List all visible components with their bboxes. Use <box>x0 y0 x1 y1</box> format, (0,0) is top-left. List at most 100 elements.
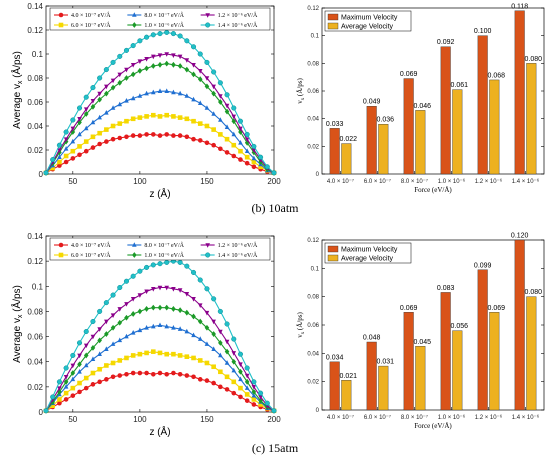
x-tick-label: 1.4 × 10⁻⁶ <box>512 178 540 185</box>
data-label-s0-5: 0.118 <box>511 3 528 10</box>
data-point-s0-11 <box>117 135 123 141</box>
bar-s1-1 <box>378 365 389 411</box>
data-point-s1-16 <box>150 112 156 118</box>
legend-entry-1: 6.0 × 10⁻⁷ eV/Å <box>71 21 111 29</box>
legend-entry-1: Average Velocity <box>341 256 394 263</box>
x-tick-label: 50 <box>68 177 77 186</box>
data-point-s4-3 <box>63 375 69 380</box>
data-point-s2-29 <box>238 140 243 145</box>
data-point-s5-21 <box>184 38 190 44</box>
data-point-s1-8 <box>97 130 102 136</box>
legend-marker-3 <box>132 22 137 28</box>
legend-entry-5: 1.4 × 10⁻⁶ eV/Å <box>218 251 258 259</box>
data-point-s3-18 <box>164 304 170 311</box>
data-label-s1-2: 0.046 <box>414 103 432 110</box>
data-point-s0-18 <box>164 132 170 137</box>
data-point-s1-23 <box>197 121 203 126</box>
data-point-s2-7 <box>90 119 96 125</box>
data-point-s5-24 <box>204 286 210 292</box>
y-tick-label: 0.06 <box>307 89 319 95</box>
y-tick-label: 0 <box>39 170 44 179</box>
data-point-s2-8 <box>97 114 102 120</box>
data-point-s2-21 <box>184 93 190 98</box>
data-point-s3-20 <box>177 63 183 69</box>
data-point-s4-24 <box>204 76 210 81</box>
data-point-s3-20 <box>177 307 183 314</box>
data-point-s3-8 <box>97 337 102 344</box>
data-point-s3-11 <box>117 79 123 86</box>
data-point-s3-23 <box>197 76 203 83</box>
data-point-s1-17 <box>157 114 163 119</box>
data-point-s0-13 <box>130 133 136 138</box>
legend-marker-0 <box>58 12 64 18</box>
legend-swatch-1 <box>327 254 339 262</box>
x-axis-label: Force (eV/Å) <box>414 422 452 430</box>
y-tick-label: 0.02 <box>307 380 319 386</box>
y-axis-label: vx (Å/ps) <box>296 312 306 338</box>
data-point-s5-15 <box>144 34 150 40</box>
data-point-s0-21 <box>184 134 190 140</box>
data-point-s3-9 <box>104 331 109 337</box>
bar-s0-4 <box>477 35 488 175</box>
data-point-s4-7 <box>90 334 96 340</box>
data-point-s5-7 <box>90 85 96 91</box>
data-point-s1-20 <box>177 115 183 120</box>
data-point-s5-4 <box>70 352 76 358</box>
data-point-s5-22 <box>190 269 197 276</box>
data-label-s1-5: 0.080 <box>525 289 543 296</box>
data-point-s5-17 <box>157 31 163 37</box>
data-point-s5-29 <box>237 351 244 357</box>
data-point-s3-22 <box>191 313 196 320</box>
data-point-s4-19 <box>171 287 176 292</box>
data-label-s1-0: 0.022 <box>340 136 358 143</box>
data-point-s2-11 <box>117 337 123 343</box>
data-point-s1-1 <box>50 165 56 171</box>
data-point-s2-6 <box>83 362 89 368</box>
legend-entry-2: 8.0 × 10⁻⁷ eV/Å <box>144 241 184 249</box>
data-point-s0-13 <box>130 370 136 376</box>
data-point-s3-21 <box>184 309 190 316</box>
data-point-s5-18 <box>164 29 170 35</box>
data-point-s0-22 <box>191 374 196 380</box>
data-point-s3-27 <box>224 348 230 355</box>
data-point-s4-26 <box>218 94 223 99</box>
data-point-s5-14 <box>137 38 143 44</box>
data-point-s5-8 <box>97 308 103 314</box>
data-point-s3-5 <box>77 119 82 126</box>
x-tick-label: 6.0 × 10⁻⁷ <box>364 178 391 185</box>
bar-s0-4 <box>477 269 488 411</box>
data-point-s5-15 <box>144 264 150 270</box>
bar-s0-3 <box>440 292 451 411</box>
data-point-s3-3 <box>63 378 69 385</box>
y-tick-label: 0.08 <box>307 295 319 301</box>
data-point-s0-29 <box>238 157 243 162</box>
data-point-s5-10 <box>110 292 116 298</box>
bar-s1-2 <box>415 110 426 175</box>
data-point-s1-1 <box>50 403 56 409</box>
data-point-s3-26 <box>218 99 223 105</box>
data-point-s3-5 <box>77 361 82 368</box>
data-label-s1-1: 0.031 <box>377 359 395 366</box>
bar-s1-2 <box>415 346 426 411</box>
data-point-s3-31 <box>251 388 257 395</box>
data-point-s4-17 <box>157 53 163 58</box>
data-label-s0-0: 0.034 <box>326 354 344 361</box>
data-label-s0-3: 0.092 <box>437 39 455 46</box>
data-point-s4-3 <box>63 137 69 142</box>
data-point-s3-21 <box>184 66 190 73</box>
y-tick-label: 0.08 <box>27 74 43 83</box>
data-point-s2-20 <box>177 326 183 331</box>
data-point-s4-12 <box>124 302 129 307</box>
data-point-s3-7 <box>90 344 96 351</box>
data-point-s3-13 <box>130 71 136 78</box>
legend-marker-5 <box>205 252 211 258</box>
bar-s1-1 <box>378 123 389 175</box>
data-point-s1-3 <box>63 153 69 159</box>
data-label-s0-2: 0.069 <box>400 71 418 78</box>
x-tick-label: 50 <box>68 415 77 424</box>
data-point-s1-26 <box>218 132 223 137</box>
y-tick-label: 0.04 <box>27 358 43 367</box>
data-point-s0-17 <box>157 133 163 138</box>
y-tick-label: 0.08 <box>27 307 43 316</box>
legend-entry-4: 1.2 × 10⁻⁶ eV/Å <box>218 11 258 19</box>
